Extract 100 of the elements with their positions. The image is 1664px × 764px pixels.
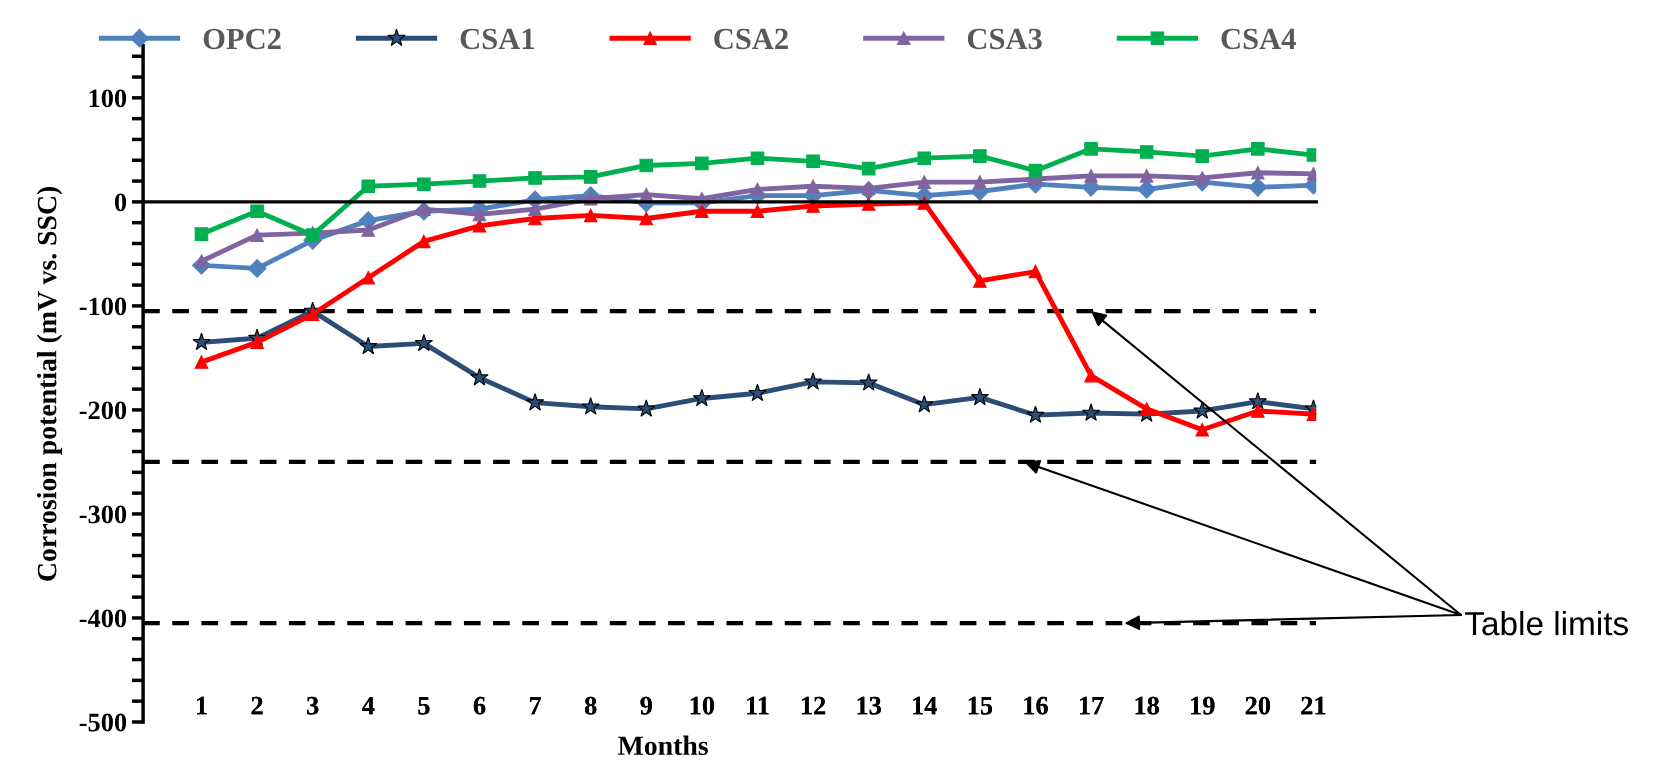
- point: [194, 355, 209, 369]
- point: [970, 387, 989, 406]
- point: [528, 171, 542, 185]
- legend-label: CSA3: [967, 28, 1042, 50]
- point: [1081, 403, 1101, 421]
- point: [806, 154, 820, 169]
- point: [1251, 142, 1265, 156]
- point: [361, 271, 376, 285]
- x-tick-label: 2: [251, 696, 263, 715]
- x-tick-label: 16: [1024, 696, 1048, 715]
- point: [1195, 171, 1210, 185]
- point: [750, 182, 765, 197]
- point: [583, 208, 598, 223]
- x-tick-label: 12: [801, 696, 826, 715]
- point: [750, 204, 765, 219]
- y-tick-label: -100: [79, 297, 127, 316]
- x-tick-label: 15: [968, 696, 993, 715]
- x-tick-label: 11: [747, 696, 769, 715]
- x-tick-label: 9: [640, 696, 652, 715]
- point: [917, 151, 932, 165]
- point: [1028, 163, 1043, 178]
- point: [1084, 368, 1098, 383]
- point: [250, 228, 264, 242]
- y-tick-label: -200: [79, 401, 127, 420]
- x-tick-label: 14: [913, 696, 937, 715]
- point: [1084, 169, 1098, 183]
- point: [973, 274, 987, 288]
- point: [1139, 145, 1154, 159]
- point: [1084, 142, 1098, 156]
- x-tick-label: 6: [473, 696, 486, 715]
- point: [525, 393, 545, 411]
- legend-label: CSA1: [460, 28, 534, 50]
- annotation: Table limits: [1465, 610, 1628, 636]
- point: [1195, 422, 1210, 437]
- point: [250, 204, 264, 219]
- x-tick-label: 3: [307, 696, 319, 715]
- point: [1251, 165, 1265, 180]
- point: [250, 335, 264, 350]
- point: [583, 170, 598, 184]
- point: [417, 234, 431, 249]
- point: [639, 211, 654, 226]
- point: [1026, 405, 1045, 423]
- y-tick-label: 100: [89, 89, 127, 108]
- point: [192, 332, 211, 351]
- point: [695, 204, 709, 219]
- x-tick-label: 4: [362, 696, 375, 715]
- x-tick-label: 8: [584, 696, 597, 715]
- y-tick-label: -300: [79, 505, 127, 524]
- x-tick-label: 7: [529, 697, 542, 715]
- legend-label: CSA2: [714, 28, 788, 50]
- point: [472, 174, 487, 188]
- point: [470, 368, 489, 386]
- y-tick-label: -500: [79, 713, 127, 732]
- point: [1251, 404, 1265, 418]
- point: [803, 372, 823, 390]
- point: [973, 149, 987, 163]
- y-tick-label: 0: [114, 193, 127, 212]
- x-axis-title: Months: [618, 735, 708, 756]
- point: [1139, 402, 1154, 416]
- point: [528, 202, 542, 216]
- point: [1139, 169, 1154, 183]
- point: [861, 161, 876, 176]
- point: [859, 373, 878, 391]
- point: [581, 397, 600, 415]
- point: [639, 158, 654, 173]
- point: [695, 156, 709, 171]
- point: [748, 383, 767, 402]
- point: [915, 395, 934, 413]
- point: [806, 179, 820, 194]
- point: [806, 199, 820, 213]
- point: [305, 307, 320, 322]
- point: [1028, 264, 1043, 279]
- point: [692, 388, 712, 407]
- x-tick-label: 20: [1245, 696, 1271, 715]
- point: [1248, 392, 1267, 410]
- point: [194, 254, 209, 268]
- point: [1193, 401, 1212, 419]
- point: [361, 223, 376, 237]
- point: [917, 175, 932, 189]
- point: [973, 175, 987, 189]
- x-tick-label: 1: [197, 696, 207, 715]
- point: [861, 181, 876, 196]
- point: [637, 399, 656, 417]
- point: [359, 336, 378, 355]
- y-axis-title: Corrosion potential (mV vs. SSC): [36, 186, 63, 581]
- legend-label: OPC2: [203, 28, 281, 50]
- point: [1248, 177, 1268, 197]
- point: [247, 259, 267, 278]
- point: [417, 202, 431, 216]
- x-tick-label: 10: [690, 696, 715, 715]
- point: [750, 151, 765, 165]
- legend-label: CSA4: [1221, 28, 1296, 50]
- point: [417, 177, 431, 191]
- x-tick-label: 13: [857, 696, 881, 715]
- y-tick-label: -400: [79, 609, 127, 628]
- x-tick-label: 5: [418, 697, 430, 715]
- x-tick-label: 19: [1191, 696, 1215, 715]
- point: [361, 179, 376, 194]
- point: [414, 333, 434, 352]
- point: [472, 207, 487, 222]
